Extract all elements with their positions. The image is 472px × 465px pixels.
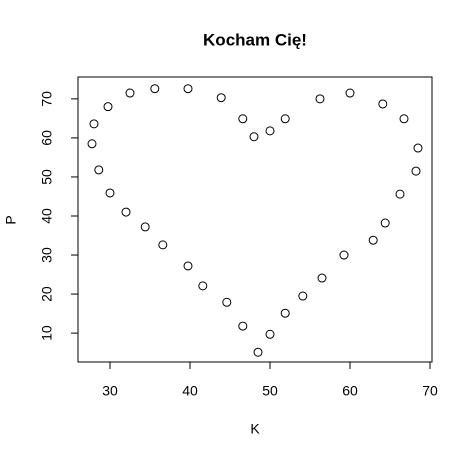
point [339,250,349,260]
point [150,84,160,94]
point [87,139,97,149]
point [280,114,290,124]
x-tick-label: 30 [102,383,118,399]
x-tick-label: 40 [182,383,198,399]
y-tick-label: 70 [39,91,55,107]
y-axis-label: P [3,215,19,224]
y-tick-label: 40 [39,208,55,224]
point [280,308,290,318]
x-tick-label: 50 [262,383,278,399]
point [249,132,259,142]
point [253,347,263,357]
point [121,207,131,217]
point [265,329,275,339]
point [216,93,226,103]
y-tick-label: 10 [39,325,55,341]
point [378,99,388,109]
y-tick-label: 20 [39,286,55,302]
y-tick-label: 50 [39,169,55,185]
point [238,321,248,331]
point [103,102,113,112]
point [198,281,208,291]
point [238,114,248,124]
point [368,235,378,245]
y-tick-label: 60 [39,130,55,146]
point [140,222,150,232]
x-axis-label: K [250,421,260,437]
x-tick-label: 60 [342,383,358,399]
point [183,84,193,94]
y-tick-label: 30 [39,247,55,263]
plot-box [77,76,433,363]
chart-title: Kocham Cię! [203,30,307,49]
point [125,88,135,98]
point [411,166,421,176]
point [265,126,275,136]
x-tick-label: 70 [422,383,438,399]
point [183,261,193,271]
point [94,165,104,175]
point [380,218,390,228]
point [413,143,423,153]
point [105,188,115,198]
point [399,114,409,124]
point [315,94,325,104]
point [89,119,99,129]
point [222,297,232,307]
point [345,88,355,98]
point [317,273,327,283]
point [298,291,308,301]
point [158,240,168,250]
point [395,189,405,199]
